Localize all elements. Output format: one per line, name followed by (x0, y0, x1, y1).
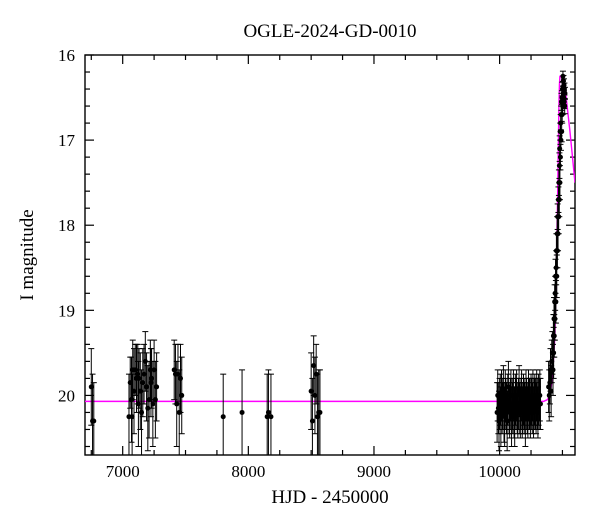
data-point (562, 91, 567, 96)
data-point (240, 410, 245, 415)
data-point (551, 350, 556, 355)
x-axis-label: HJD - 2450000 (271, 487, 388, 508)
y-tick-label: 19 (58, 301, 75, 320)
y-axis-label: I magnitude (17, 209, 38, 300)
data-point (554, 274, 559, 279)
y-tick-label: 20 (58, 386, 75, 405)
y-tick-label: 18 (58, 216, 75, 235)
data-point (551, 367, 556, 372)
light-curve-chart: 7000 8000 9000 10000 16 17 18 19 20 OGLE-2024-GD-… (0, 0, 600, 512)
x-tick-label: 8000 (231, 462, 265, 481)
data-point (558, 155, 563, 160)
y-tick-label: 16 (58, 46, 75, 65)
data-point (552, 316, 557, 321)
x-tick-label: 7000 (106, 462, 140, 481)
data-point (221, 414, 226, 419)
data-point (560, 74, 565, 79)
data-point (268, 414, 273, 419)
data-point (552, 333, 557, 338)
data-point (537, 393, 542, 398)
data-point (310, 418, 315, 423)
data-point (559, 129, 564, 134)
y-tick-label: 17 (58, 131, 76, 150)
data-point (557, 180, 562, 185)
data-point (553, 299, 558, 304)
data-point (562, 99, 567, 104)
data-point (154, 384, 159, 389)
data-point (562, 104, 567, 109)
data-point (317, 410, 322, 415)
chart-title: OGLE-2024-GD-0010 (243, 21, 416, 42)
x-tick-label: 9000 (357, 462, 391, 481)
data-point (91, 418, 96, 423)
data-point (266, 410, 271, 415)
data-point (150, 401, 155, 406)
x-tick-label: 10000 (478, 462, 521, 481)
data-point (179, 393, 184, 398)
data-point (538, 401, 543, 406)
